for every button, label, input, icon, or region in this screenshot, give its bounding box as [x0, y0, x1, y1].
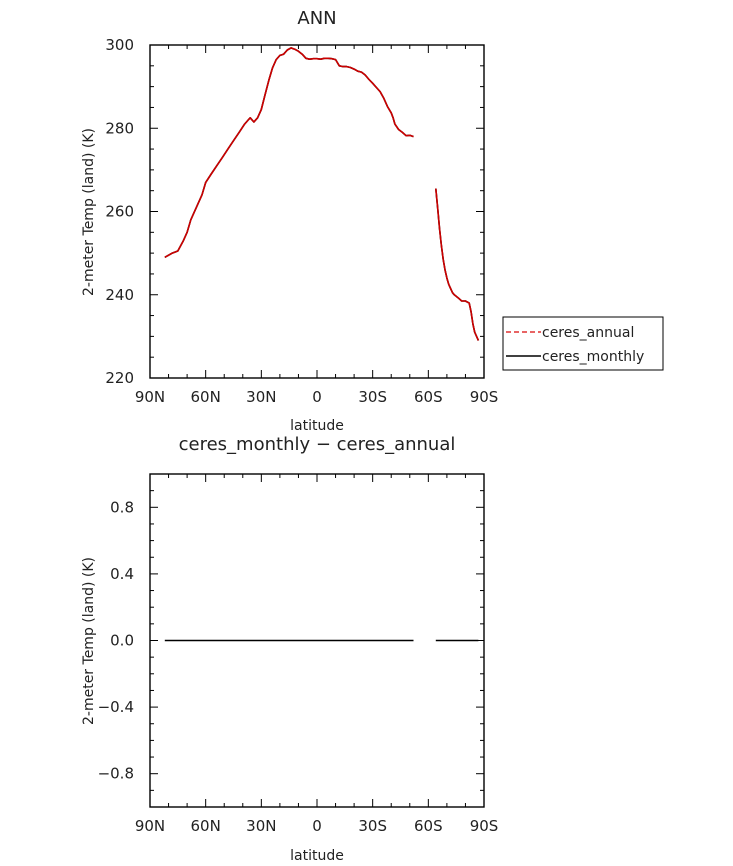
bottom-y-axis-title: 2-meter Temp (land) (K) — [81, 557, 97, 725]
top-series — [164, 47, 480, 341]
top-panel: ANN 90N 60N 30N 0 30S 60S 90S 220 240 260 280 300 l… — [81, 8, 498, 434]
top-plot-frame — [149, 44, 485, 379]
top-y-tick-label: 300 — [105, 36, 134, 54]
bottom-y-tick-label: −0.8 — [98, 765, 134, 783]
top-minor-ticks — [150, 45, 484, 378]
top-x-tick-label: 60S — [414, 388, 443, 406]
top-series-line-ceres_monthly — [164, 47, 414, 258]
bottom-chart-title: ceres_monthly − ceres_annual — [179, 434, 456, 455]
top-x-tick-label: 90S — [470, 388, 499, 406]
top-x-tick-label: 30N — [246, 388, 276, 406]
bottom-plot-frame — [149, 473, 485, 808]
top-x-tick-label: 60N — [191, 388, 221, 406]
bottom-x-tick-label: 90S — [470, 817, 499, 835]
top-x-tick-label: 30S — [358, 388, 387, 406]
top-x-tick-label: 0 — [312, 388, 322, 406]
bottom-panel: ceres_monthly − ceres_annual 90N 60N 30N 0 3… — [81, 434, 498, 864]
top-y-axis-title: 2-meter Temp (land) (K) — [81, 128, 97, 296]
top-axis-ticks: 90N 60N 30N 0 30S 60S 90S 220 240 260 280 300 — [105, 36, 498, 406]
top-x-axis-title: latitude — [290, 418, 344, 434]
bottom-x-axis-title: latitude — [290, 848, 344, 864]
bottom-y-tick-label: −0.4 — [98, 698, 134, 716]
top-y-tick-label: 240 — [105, 286, 134, 304]
bottom-x-tick-label: 90N — [135, 817, 165, 835]
top-y-tick-label: 280 — [105, 119, 134, 137]
bottom-y-tick-label: 0.4 — [110, 565, 134, 583]
legend: ceres_annual ceres_monthly — [502, 316, 664, 371]
bottom-y-tick-label: 0.8 — [110, 498, 134, 516]
legend-box — [502, 316, 664, 371]
legend-ceres-monthly-label: ceres_monthly — [542, 349, 644, 365]
top-series-line-ceres_annual — [435, 188, 480, 341]
bottom-y-tick-label: 0.0 — [110, 632, 134, 650]
bottom-x-tick-label: 60N — [191, 817, 221, 835]
top-chart-title: ANN — [297, 8, 336, 29]
top-series-line-ceres_annual — [164, 47, 414, 258]
bottom-axis-ticks: 90N 60N 30N 0 30S 60S 90S −0.8 −0.4 0.0 0.4 0.8 — [98, 474, 499, 835]
top-x-tick-label: 90N — [135, 388, 165, 406]
bottom-x-tick-label: 0 — [312, 817, 322, 835]
bottom-x-tick-label: 30N — [246, 817, 276, 835]
top-y-tick-label: 260 — [105, 203, 134, 221]
legend-ceres-annual-label: ceres_annual — [542, 325, 634, 341]
bottom-x-tick-label: 30S — [358, 817, 387, 835]
top-y-tick-label: 220 — [105, 369, 134, 387]
bottom-x-tick-label: 60S — [414, 817, 443, 835]
